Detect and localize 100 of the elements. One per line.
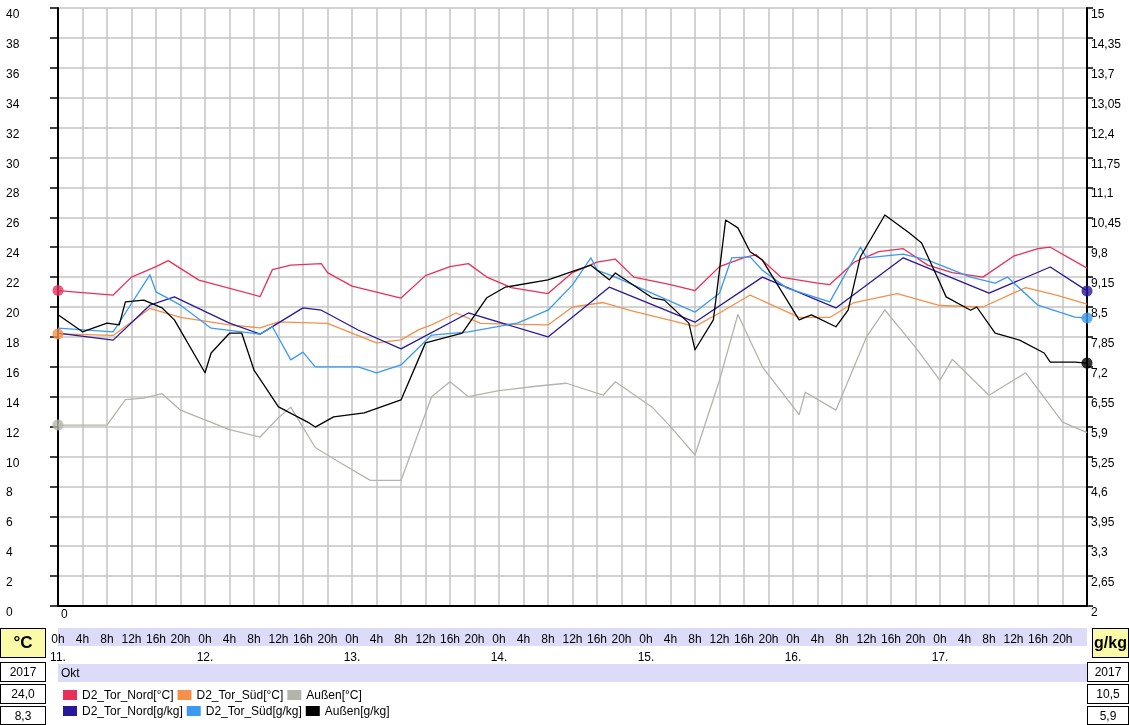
x-tick-label: 12h xyxy=(856,632,877,646)
y2-tick-label: 9,8 xyxy=(1091,246,1109,261)
y-axis-title: °C xyxy=(0,628,46,658)
text: 24,0 xyxy=(0,684,46,704)
y2-tick-label: 9,15 xyxy=(1091,276,1115,291)
y2-tick-label: 4,6 xyxy=(1091,485,1109,500)
y2-tick-label: 7,2 xyxy=(1091,365,1109,380)
y-tick-label: 14 xyxy=(6,395,20,410)
x-tick-label: 0h 13. xyxy=(343,632,361,664)
y2-tick-label: 14,35 xyxy=(1091,36,1122,51)
y-tick-label: 26 xyxy=(6,216,20,231)
x-tick-label: 0h 14. xyxy=(490,632,508,664)
x-tick-label: 4h xyxy=(75,632,90,646)
x-tick-label: 0h 15. xyxy=(637,632,655,664)
legend-label: D2_Tor_Süd[°C] xyxy=(196,688,284,702)
y-tick-label: 2 xyxy=(6,575,13,590)
y-tick-label: 28 xyxy=(6,186,20,201)
y-tick-label: 24 xyxy=(6,246,20,261)
y-tick-label: 32 xyxy=(6,126,20,141)
x-tick-label: 0h 11. xyxy=(50,632,66,664)
legend-label: D2_Tor_Nord[°C] xyxy=(82,688,174,702)
x-tick-label: 0h 12. xyxy=(196,632,214,664)
x-tick-label: 12h xyxy=(121,632,142,646)
x-tick-label: 16h xyxy=(439,632,461,646)
y-tick-label: 40 xyxy=(6,7,20,21)
x-tick-label: 8h xyxy=(835,632,849,646)
y-tick-label: 34 xyxy=(6,96,20,111)
x-tick-label: 0h 17. xyxy=(931,632,949,664)
x-tick-label: 12h xyxy=(1003,632,1024,646)
y-tick-label: 22 xyxy=(6,276,20,291)
y2-tick-label: 10,45 xyxy=(1091,216,1122,231)
y-tick-label: 4 xyxy=(6,545,13,560)
x-tick-label: 16h xyxy=(1027,632,1049,646)
x-tick-label: 16h xyxy=(586,632,608,646)
y2-tick-label: 11,1 xyxy=(1091,186,1114,201)
y-tick-label: 0 xyxy=(6,605,13,619)
x-tick-label: 4h xyxy=(810,632,825,646)
y2-axis-title: g/kg xyxy=(1092,628,1129,658)
text: 0 xyxy=(61,606,68,622)
y2-tick-label: 5,9 xyxy=(1091,425,1109,440)
x-tick-label: 12h xyxy=(415,632,436,646)
y-tick-label: 30 xyxy=(6,156,20,171)
y-tick-label: 38 xyxy=(6,36,20,51)
x-tick-label: 12h xyxy=(268,632,289,646)
x-tick-label: 8h xyxy=(982,632,996,646)
x-tick-label: 8h xyxy=(394,632,408,646)
y-tick-label: 10 xyxy=(6,455,20,470)
x-tick-label: 0h 16. xyxy=(784,632,802,664)
x-tick-label: 20h xyxy=(170,632,191,646)
y2-tick-label: 7,85 xyxy=(1091,335,1115,350)
y2-tick-label: 15 xyxy=(1091,7,1105,21)
text: 2017 xyxy=(1087,662,1129,682)
x-tick-label: 16h xyxy=(880,632,902,646)
legend-label: Außen[°C] xyxy=(306,688,362,702)
x-tick-label: 8h xyxy=(541,632,555,646)
x-tick-label: 4h xyxy=(222,632,237,646)
y-tick-label: 6 xyxy=(6,515,13,530)
y-tick-label: 36 xyxy=(6,66,20,81)
x-tick-label: 20h xyxy=(611,632,632,646)
x-tick-label: 20h xyxy=(317,632,338,646)
x-tick-label: 4h xyxy=(369,632,384,646)
y2-tick-label: 3,95 xyxy=(1091,515,1115,530)
y2-tick-label: 8,5 xyxy=(1091,306,1109,320)
y2-tick-label: 2,65 xyxy=(1091,575,1115,590)
x-tick-label: 20h xyxy=(758,632,779,646)
x-tick-label: 16h xyxy=(733,632,755,646)
y2-tick-label: 6,55 xyxy=(1091,395,1115,410)
x-tick-label: 20h xyxy=(1052,632,1073,646)
x-tick-label: 12h xyxy=(709,632,730,646)
y2-tick-label: 11,75 xyxy=(1091,156,1121,171)
y2-tick-label: 3,3 xyxy=(1091,545,1109,560)
x-tick-label: 4h xyxy=(957,632,972,646)
y-tick-label: 20 xyxy=(6,306,20,320)
x-tick-label: 16h xyxy=(292,632,314,646)
y-tick-label: 16 xyxy=(6,365,20,380)
y-tick-label: 18 xyxy=(6,335,20,350)
legend-label: Außen[g/kg] xyxy=(324,704,390,718)
x-tick-label: 8h xyxy=(688,632,702,646)
y2-tick-label: 13,7 xyxy=(1091,66,1115,81)
x-tick-label: 12h xyxy=(562,632,583,646)
x-tick-label: 20h xyxy=(905,632,926,646)
y2-tick-label: 2 xyxy=(1091,605,1098,619)
text: 8,3 xyxy=(0,706,46,725)
text: Okt xyxy=(61,665,80,681)
x-tick-label: 8h xyxy=(100,632,114,646)
x-tick-label: 20h xyxy=(464,632,485,646)
x-tick-label: 8h xyxy=(247,632,261,646)
legend-label: D2_Tor_Nord[g/kg] xyxy=(82,704,183,718)
x-tick-label: 16h xyxy=(145,632,167,646)
text: 10,5 xyxy=(1087,684,1129,704)
y-tick-label: 12 xyxy=(6,425,20,440)
y2-tick-label: 12,4 xyxy=(1091,126,1115,141)
y2-tick-label: 13,05 xyxy=(1091,96,1122,111)
x-tick-label: 4h xyxy=(663,632,678,646)
text: 2017 xyxy=(0,662,46,682)
text: 5,9 xyxy=(1087,706,1129,725)
x-tick-label: 4h xyxy=(516,632,531,646)
y-tick-label: 8 xyxy=(6,485,13,500)
legend-label: D2_Tor_Süd[g/kg] xyxy=(205,704,302,718)
y2-tick-label: 5,25 xyxy=(1091,455,1115,470)
